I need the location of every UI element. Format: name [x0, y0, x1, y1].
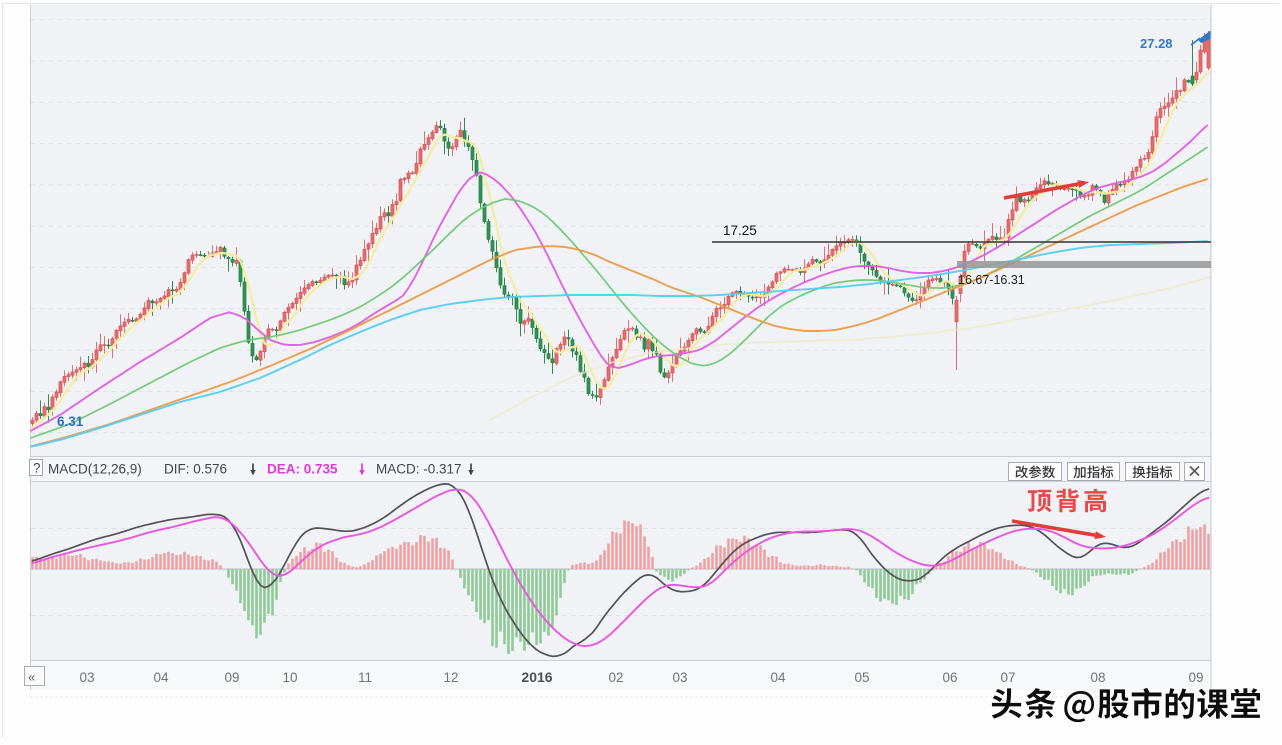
- svg-text:MACD(12,26,9): MACD(12,26,9): [48, 462, 142, 477]
- svg-text:12: 12: [443, 670, 458, 685]
- svg-text:04: 04: [153, 670, 169, 685]
- svg-text:10: 10: [282, 670, 297, 685]
- svg-text:02: 02: [608, 670, 623, 685]
- svg-text:MACD: -0.317: MACD: -0.317: [376, 462, 462, 477]
- svg-text:6.31: 6.31: [57, 414, 84, 429]
- svg-text:DEA: 0.735: DEA: 0.735: [267, 462, 338, 477]
- svg-text:09: 09: [1188, 670, 1203, 685]
- svg-text:DIF: 0.576: DIF: 0.576: [164, 462, 227, 477]
- svg-text:08: 08: [1090, 670, 1105, 685]
- svg-text:09: 09: [224, 670, 239, 685]
- svg-text:?: ?: [33, 461, 41, 476]
- svg-text:07: 07: [1000, 670, 1015, 685]
- svg-text:«: «: [28, 670, 35, 685]
- svg-text:2016: 2016: [521, 669, 552, 685]
- svg-text:17.25: 17.25: [723, 223, 757, 238]
- svg-text:27.28: 27.28: [1140, 36, 1173, 51]
- svg-text:05: 05: [854, 670, 869, 685]
- svg-text:11: 11: [358, 670, 372, 685]
- svg-text:03: 03: [79, 670, 94, 685]
- svg-text:16.67-16.31: 16.67-16.31: [958, 273, 1025, 287]
- svg-text:06: 06: [942, 670, 957, 685]
- svg-text:04: 04: [770, 670, 786, 685]
- svg-text:03: 03: [672, 670, 687, 685]
